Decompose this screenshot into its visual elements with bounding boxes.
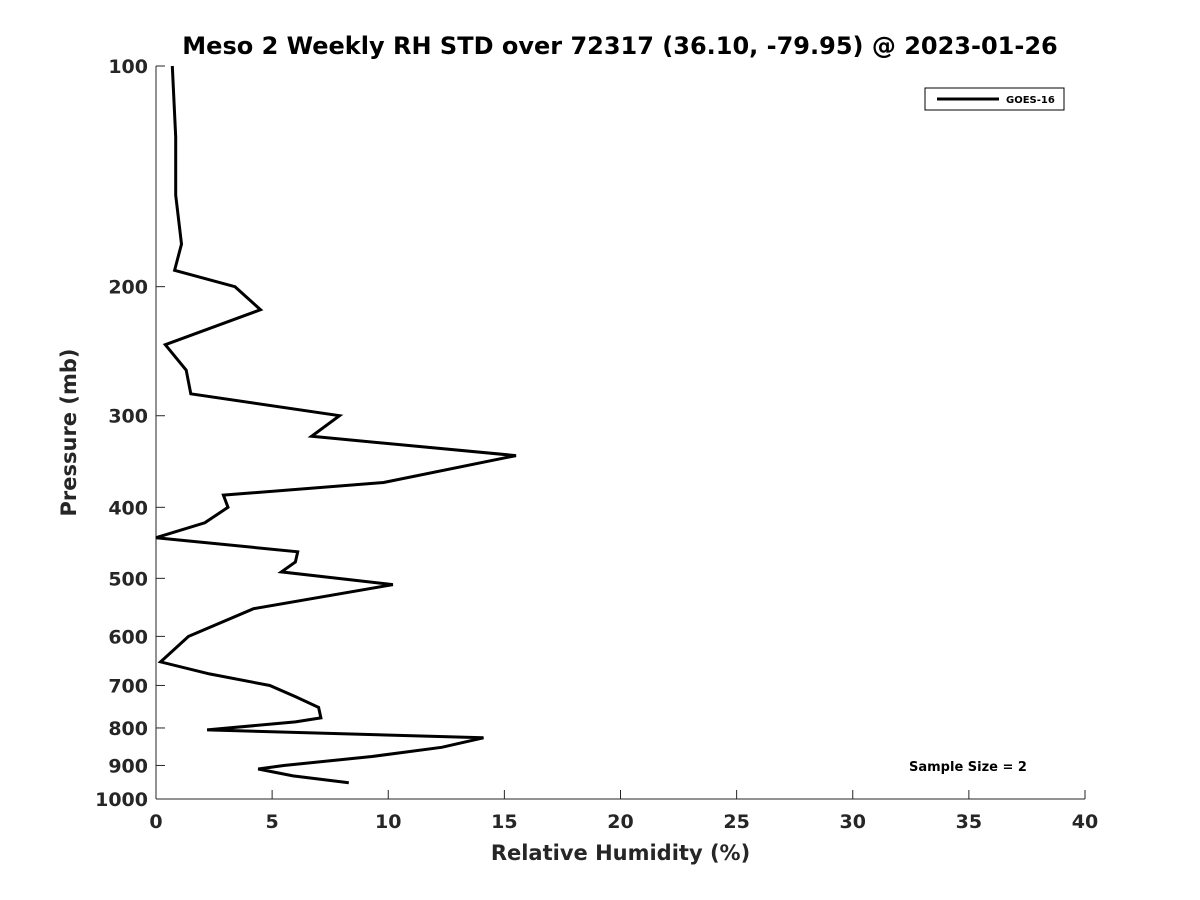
y-tick-label: 500: [108, 568, 148, 590]
x-tick-label: 10: [375, 811, 401, 833]
x-tick-label: 30: [840, 811, 866, 833]
legend-label-goes-16: GOES-16: [1006, 95, 1055, 106]
x-tick-label: 20: [607, 811, 633, 833]
y-tick-label: 700: [108, 675, 148, 697]
x-axis-label: Relative Humidity (%): [491, 841, 750, 865]
y-ticks: 100 200 300 400 500 600 700 800 900 1000: [95, 56, 165, 811]
x-tick-label: 25: [723, 811, 749, 833]
x-tick-label: 35: [956, 811, 982, 833]
x-tick-label: 15: [491, 811, 517, 833]
plot-area: 0 5 10 15 20 25 30 35 40 100 200 300 400 500 600 700 80…: [95, 56, 1098, 833]
y-tick-label: 1000: [95, 789, 148, 811]
x-ticks: 0 5 10 15 20 25 30 35 40: [149, 790, 1098, 833]
x-tick-label: 0: [149, 811, 162, 833]
series-line-goes-16: [155, 65, 517, 785]
y-tick-label: 800: [108, 718, 148, 740]
sample-size-annotation: Sample Size = 2: [909, 760, 1027, 775]
y-tick-label: 600: [108, 626, 148, 648]
y-tick-label: 200: [108, 277, 148, 299]
y-tick-label: 400: [108, 497, 148, 519]
y-axis-label: Pressure (mb): [57, 349, 81, 517]
y-tick-label: 100: [108, 56, 148, 78]
x-tick-label: 5: [266, 811, 279, 833]
y-tick-label: 300: [108, 406, 148, 428]
x-tick-label: 40: [1072, 811, 1098, 833]
series-layer: [155, 65, 517, 785]
chart-title: Meso 2 Weekly RH STD over 72317 (36.10, …: [182, 32, 1057, 60]
legend: GOES-16: [924, 87, 1065, 111]
y-tick-label: 900: [108, 755, 148, 777]
